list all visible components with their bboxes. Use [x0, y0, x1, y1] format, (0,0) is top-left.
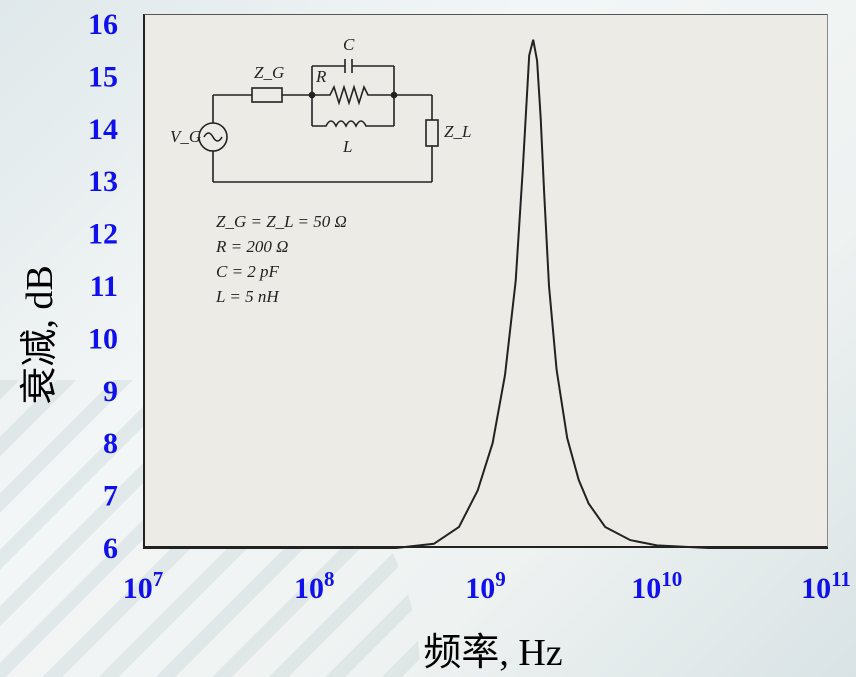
x-tick-label: 1010	[631, 567, 682, 605]
x-axis-ticks: 107 108 109 1010 1011	[123, 567, 851, 605]
zl-resistor	[425, 119, 439, 147]
label-l: L	[342, 137, 352, 156]
label-zg: Z_G	[254, 63, 284, 82]
param-c: C = 2 pF	[216, 262, 280, 281]
plot-area	[143, 14, 828, 548]
x-tick-label: 109	[465, 567, 506, 605]
y-axis-title: 衰减, dB	[19, 265, 61, 404]
circuit-labels: V_G Z_G C R L Z_L	[170, 35, 471, 156]
label-r: R	[315, 67, 327, 86]
y-tick-label: 6	[103, 532, 118, 565]
y-axis-ticks: 6 7 8 9 10 11 12 13 14 15 16	[88, 8, 118, 565]
param-r: R = 200 Ω	[215, 237, 288, 256]
ac-wave	[203, 132, 223, 142]
x-tick-label: 108	[294, 567, 335, 605]
param-impedance: Z_G = Z_L = 50 Ω	[216, 212, 347, 231]
y-tick-label: 11	[90, 270, 118, 303]
y-tick-label: 9	[103, 375, 118, 408]
label-zl: Z_L	[444, 122, 471, 141]
x-tick-label: 107	[123, 567, 164, 605]
param-l: L = 5 nH	[215, 287, 280, 306]
y-tick-label: 13	[88, 165, 118, 198]
zg-resistor	[251, 87, 283, 103]
label-c: C	[343, 35, 355, 54]
y-tick-label: 15	[88, 60, 118, 93]
y-tick-label: 10	[88, 322, 118, 355]
x-axis-title: 频率, Hz	[423, 632, 562, 674]
x-tick-label: 1011	[801, 567, 851, 605]
y-tick-label: 8	[103, 427, 118, 460]
circuit-diagram	[198, 59, 439, 183]
y-tick-label: 16	[88, 8, 118, 41]
y-tick-label: 12	[88, 218, 118, 251]
l-inductor	[312, 120, 394, 128]
y-tick-label: 14	[88, 113, 118, 146]
r-resistor	[312, 84, 394, 106]
circuit-parameters: Z_G = Z_L = 50 Ω R = 200 Ω C = 2 pF L = …	[215, 212, 347, 306]
y-tick-label: 7	[103, 480, 118, 513]
label-vg: V_G	[170, 127, 201, 146]
series-line	[143, 39, 828, 549]
